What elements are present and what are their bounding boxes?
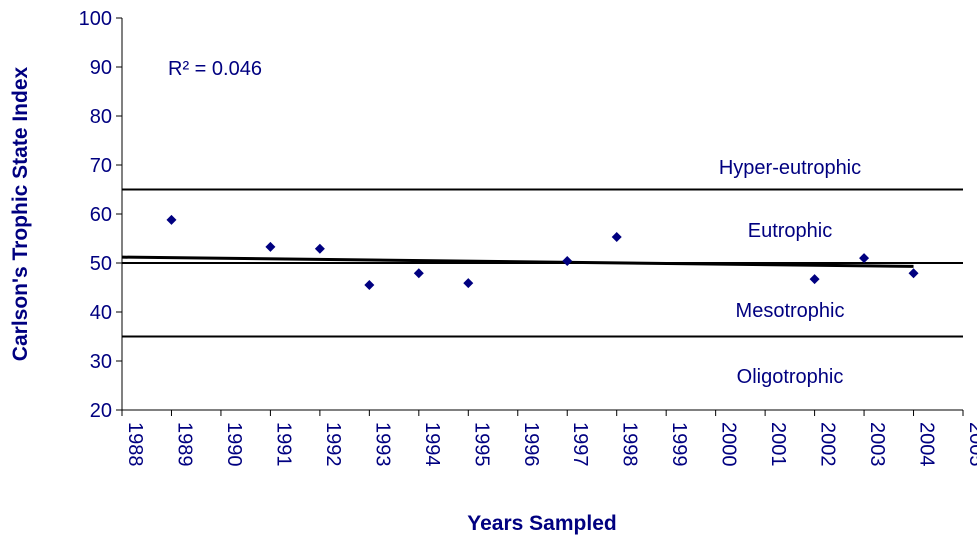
x-tick-label: 1995 (470, 422, 492, 467)
zone-label: Oligotrophic (737, 366, 844, 388)
x-tick-label: 2001 (767, 422, 789, 467)
data-point (413, 268, 424, 279)
y-tick-label: 90 (90, 57, 112, 79)
x-tick-label: 2003 (866, 422, 888, 467)
data-point (562, 256, 573, 267)
x-tick-label: 1990 (223, 422, 245, 467)
zone-label: Mesotrophic (736, 300, 845, 322)
x-tick-label: 1991 (272, 422, 294, 467)
y-axis-title: Carlson's Trophic State Index (9, 66, 32, 361)
zone-label: Eutrophic (748, 220, 833, 242)
x-tick-label: 1988 (124, 422, 146, 467)
data-point (611, 232, 622, 243)
zone-label: Hyper-eutrophic (719, 157, 861, 179)
data-point (265, 241, 276, 252)
y-tick-label: 40 (90, 302, 112, 324)
x-tick-label: 1994 (421, 422, 443, 467)
data-point (859, 253, 870, 264)
data-point (908, 268, 919, 279)
x-tick-label: 1993 (371, 422, 393, 467)
y-tick-label: 50 (90, 253, 112, 275)
data-point (314, 243, 325, 254)
x-tick-label: 1997 (569, 422, 591, 467)
y-tick-label: 60 (90, 204, 112, 226)
data-point (809, 274, 820, 285)
x-axis-title: Years Sampled (467, 512, 616, 535)
data-point (463, 278, 474, 289)
y-tick-label: 30 (90, 351, 112, 373)
y-tick-label: 80 (90, 106, 112, 128)
x-tick-label: 2002 (817, 422, 839, 467)
x-tick-label: 1999 (668, 422, 690, 467)
annotation: R² = 0.046 (168, 58, 262, 80)
x-tick-label: 1998 (619, 422, 641, 467)
trendline (121, 255, 914, 268)
x-tick-label: 2000 (718, 422, 740, 467)
data-point (364, 280, 375, 291)
x-tick-label: 2004 (916, 422, 938, 467)
x-tick-label: 2005 (965, 422, 977, 467)
x-tick-label: 1989 (173, 422, 195, 467)
x-tick-label: 1996 (520, 422, 542, 467)
data-point (166, 214, 177, 225)
y-tick-label: 100 (79, 8, 112, 30)
y-tick-label: 70 (90, 155, 112, 177)
x-tick-label: 1992 (322, 422, 344, 467)
y-tick-label: 20 (90, 400, 112, 422)
